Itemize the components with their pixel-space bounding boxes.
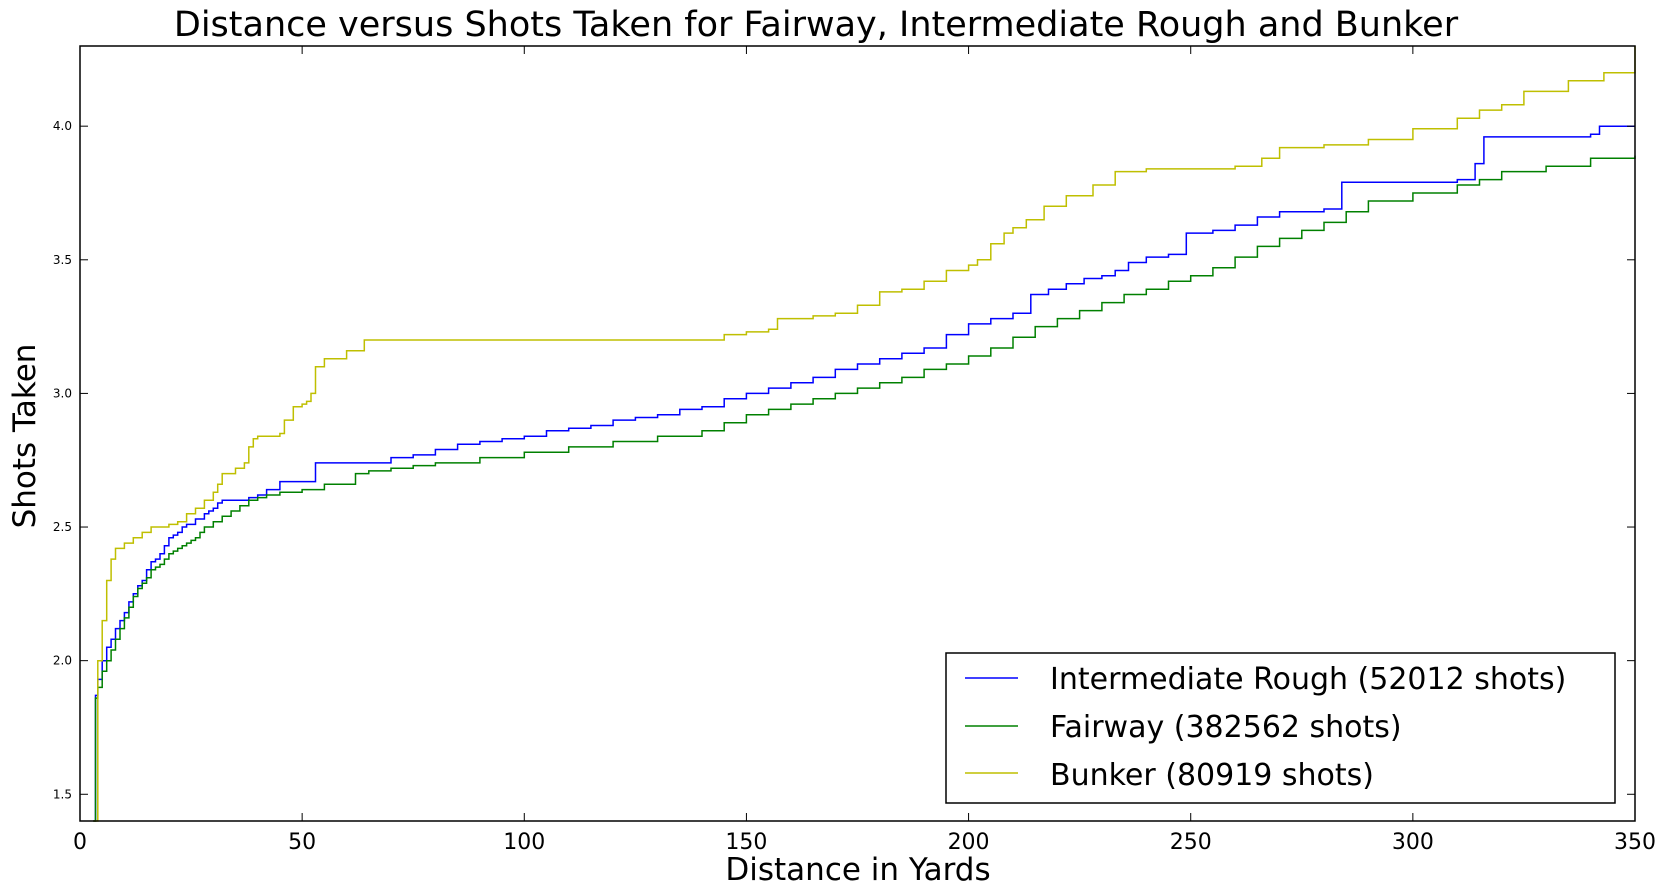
x-axis-label: Distance in Yards <box>725 852 990 888</box>
x-tick-label: 100 <box>503 830 545 855</box>
x-tick-label: 200 <box>948 830 990 855</box>
series-line-bunker <box>93 46 1636 822</box>
y-tick-label: 3.5 <box>53 253 72 267</box>
chart-title: Distance versus Shots Taken for Fairway,… <box>174 5 1459 45</box>
legend-label-bunker: Bunker (80919 shots) <box>1050 758 1374 793</box>
legend: Intermediate Rough (52012 shots) Fairway… <box>945 652 1616 804</box>
x-tick-label: 350 <box>1614 830 1656 855</box>
legend-label-fairway: Fairway (382562 shots) <box>1050 710 1402 745</box>
series-line-intermediate-rough <box>93 125 1635 822</box>
x-tick-label: 300 <box>1392 830 1434 855</box>
y-tick-label: 1.5 <box>53 787 72 801</box>
legend-label-intermediate-rough: Intermediate Rough (52012 shots) <box>1050 662 1566 697</box>
x-tick-label: 50 <box>288 830 316 855</box>
y-tick-label: 2.5 <box>53 520 72 534</box>
tick-layer: 0 50 100 150 200 250 300 350 1.5 2.0 2.5 3.0 3.5 4.0 <box>53 46 1656 855</box>
x-tick-label: 150 <box>725 830 767 855</box>
x-tick-label: 250 <box>1170 830 1212 855</box>
legend-box <box>945 652 1616 804</box>
plot-frame <box>79 45 1636 822</box>
y-tick-label: 4.0 <box>53 119 72 133</box>
series-layer <box>93 46 1636 822</box>
x-tick-label: 0 <box>73 830 87 855</box>
y-tick-label: 3.0 <box>53 386 72 400</box>
series-line-fairway <box>93 155 1636 822</box>
y-tick-label: 2.0 <box>53 654 72 668</box>
y-axis-label: Shots Taken <box>7 344 43 529</box>
